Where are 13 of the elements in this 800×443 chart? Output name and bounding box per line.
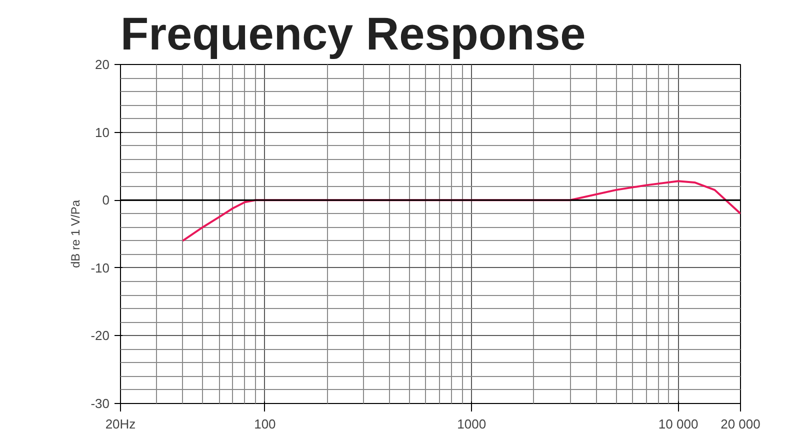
x-tick-label: 100 xyxy=(254,416,276,432)
x-tick-label: 20 000 xyxy=(720,416,760,432)
y-tick-label: -20 xyxy=(90,328,110,344)
y-tick-label: -10 xyxy=(90,260,110,276)
y-tick-label: 0 xyxy=(102,192,110,208)
y-tick-label: -30 xyxy=(90,396,110,411)
x-tick-label: 1000 xyxy=(457,416,486,432)
x-tick-label: 20Hz xyxy=(105,416,136,432)
chart-title: Frequency Response xyxy=(120,8,586,60)
x-tick-label: 10 000 xyxy=(658,416,698,432)
y-tick-label: 20 xyxy=(95,57,110,72)
y-axis-title: dB re 1 V/Pa xyxy=(68,200,83,268)
y-tick-label: 10 xyxy=(95,124,110,140)
